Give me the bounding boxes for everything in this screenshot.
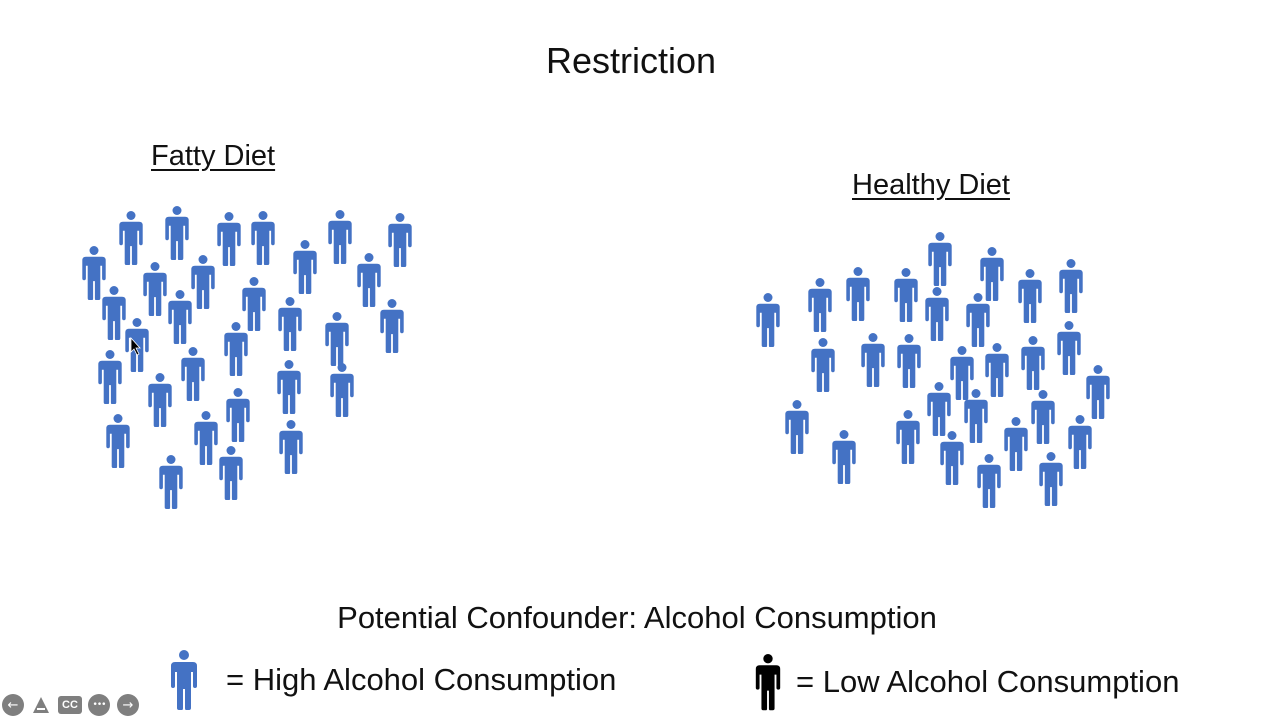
healthy-diet-person-icon bbox=[977, 454, 1001, 508]
healthy-diet-person-icon bbox=[861, 333, 885, 387]
fatty-diet-person-icon bbox=[242, 277, 266, 331]
healthy-diet-person-icon bbox=[1068, 415, 1092, 469]
fatty-diet-person-icon bbox=[325, 312, 349, 366]
fatty-diet-person-icon bbox=[165, 206, 189, 260]
healthy-diet-person-icon bbox=[1039, 452, 1063, 506]
healthy-diet-person-icon bbox=[894, 268, 918, 322]
confounder-subtitle: Potential Confounder: Alcohol Consumptio… bbox=[337, 600, 937, 635]
more-options-button[interactable]: ••• bbox=[88, 694, 110, 716]
fatty-diet-person-icon bbox=[277, 360, 301, 414]
fatty-diet-person-icon bbox=[181, 347, 205, 401]
fatty-diet-person-icon bbox=[194, 411, 218, 465]
arrow-right-icon: → bbox=[122, 697, 134, 713]
fatty-diet-people-group bbox=[82, 206, 412, 509]
slide-title: Restriction bbox=[545, 40, 717, 81]
closed-captions-icon: CC bbox=[62, 698, 78, 711]
pen-icon bbox=[33, 697, 49, 713]
healthy-diet-person-icon bbox=[832, 430, 856, 484]
fatty-diet-person-icon bbox=[219, 446, 243, 500]
healthy-diet-person-icon bbox=[925, 287, 949, 341]
previous-slide-button[interactable]: ← bbox=[2, 694, 24, 716]
fatty-diet-person-icon bbox=[143, 262, 167, 316]
healthy-diet-person-icon bbox=[1086, 365, 1110, 419]
fatty-diet-person-icon bbox=[388, 213, 412, 267]
fatty-diet-person-icon bbox=[328, 210, 352, 264]
healthy-diet-person-icon bbox=[785, 400, 809, 454]
healthy-diet-person-icon bbox=[1018, 269, 1042, 323]
healthy-diet-person-icon bbox=[1057, 321, 1081, 375]
pen-tool-button[interactable] bbox=[30, 694, 52, 716]
low-alcohol-legend-label: = Low Alcohol Consumption bbox=[796, 664, 1180, 699]
healthy-diet-person-icon bbox=[1004, 417, 1028, 471]
fatty-diet-person-icon bbox=[82, 246, 106, 300]
healthy-diet-people-group bbox=[756, 232, 1110, 508]
healthy-diet-person-icon bbox=[966, 293, 990, 347]
fatty-diet-person-icon bbox=[98, 350, 122, 404]
fatty-diet-person-icon bbox=[226, 388, 250, 442]
fatty-diet-person-icon bbox=[279, 420, 303, 474]
healthy-diet-person-icon bbox=[980, 247, 1004, 301]
fatty-diet-person-icon bbox=[159, 455, 183, 509]
healthy-diet-person-icon bbox=[808, 278, 832, 332]
healthy-diet-person-icon bbox=[756, 293, 780, 347]
fatty-diet-person-icon bbox=[106, 414, 130, 468]
arrow-left-icon: ← bbox=[7, 697, 19, 713]
healthy-diet-person-icon bbox=[1031, 390, 1055, 444]
healthy-diet-person-icon bbox=[940, 431, 964, 485]
healthy-diet-person-icon bbox=[927, 382, 951, 436]
healthy-diet-person-icon bbox=[896, 410, 920, 464]
healthy-diet-person-icon bbox=[846, 267, 870, 321]
mouse-cursor-icon bbox=[130, 336, 141, 356]
healthy-diet-person-icon bbox=[1021, 336, 1045, 390]
fatty-diet-person-icon bbox=[380, 299, 404, 353]
fatty-diet-person-icon bbox=[168, 290, 192, 344]
fatty-diet-person-icon bbox=[191, 255, 215, 309]
low-alcohol-legend-icon bbox=[755, 654, 781, 711]
next-slide-button[interactable]: → bbox=[117, 694, 139, 716]
slideshow-controls: ← CC ••• → bbox=[2, 694, 152, 718]
high-alcohol-legend-icon bbox=[171, 650, 197, 710]
healthy-diet-person-icon bbox=[928, 232, 952, 286]
healthy-diet-person-icon bbox=[811, 338, 835, 392]
fatty-diet-person-icon bbox=[217, 212, 241, 266]
fatty-diet-person-icon bbox=[330, 363, 354, 417]
fatty-diet-person-icon bbox=[251, 211, 275, 265]
healthy-diet-person-icon bbox=[1059, 259, 1083, 313]
fatty-diet-person-icon bbox=[119, 211, 143, 265]
fatty-diet-person-icon bbox=[102, 286, 126, 340]
more-icon: ••• bbox=[92, 699, 107, 710]
healthy-diet-person-icon bbox=[897, 334, 921, 388]
fatty-diet-heading: Fatty Diet bbox=[151, 140, 276, 172]
healthy-diet-person-icon bbox=[985, 343, 1009, 397]
fatty-diet-person-icon bbox=[224, 322, 248, 376]
healthy-diet-person-icon bbox=[950, 346, 974, 400]
high-alcohol-legend-label: = High Alcohol Consumption bbox=[226, 662, 617, 697]
fatty-diet-person-icon bbox=[357, 253, 381, 307]
captions-button[interactable]: CC bbox=[58, 696, 82, 714]
fatty-diet-person-icon bbox=[278, 297, 302, 351]
fatty-diet-person-icon bbox=[148, 373, 172, 427]
fatty-diet-person-icon bbox=[293, 240, 317, 294]
healthy-diet-heading: Healthy Diet bbox=[852, 169, 1010, 201]
